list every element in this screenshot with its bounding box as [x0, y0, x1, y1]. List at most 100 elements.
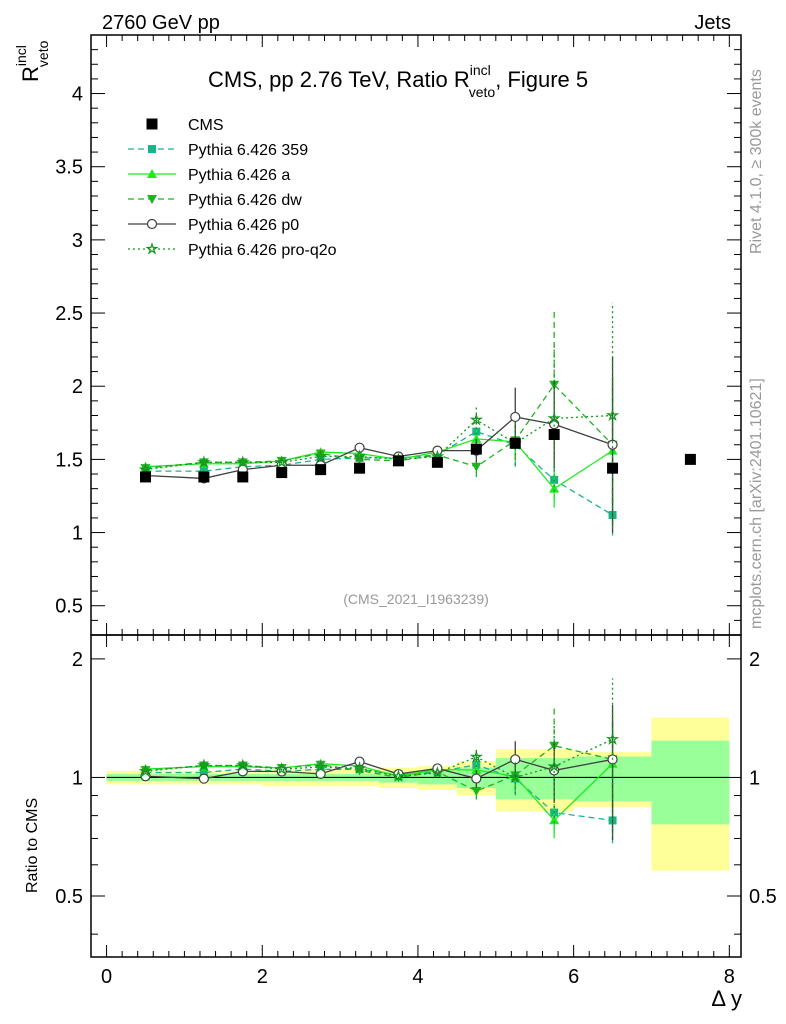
- ratio-point-pq2o: [138, 764, 153, 778]
- legend-marker-cms: [146, 118, 158, 130]
- legend-label-pq2o: Pythia 6.426 pro-q2o: [188, 242, 337, 259]
- data-point-cms: [354, 462, 366, 474]
- data-point-pq2o: [313, 449, 328, 463]
- plot-title: CMS, pp 2.76 TeV, Ratio Rincl veto, Figur…: [208, 62, 588, 100]
- data-point-pp0: [510, 411, 521, 423]
- y-axis-label-main-base: R: [18, 66, 43, 82]
- ratio-line-pq2o: [145, 738, 613, 779]
- series-line-pp0: [145, 416, 613, 480]
- ratio-point-pa: [549, 815, 560, 825]
- data-point-cms: [684, 453, 696, 465]
- legend-marker-pq2o: [145, 241, 159, 255]
- data-point-cms: [470, 443, 482, 455]
- plot-title-sup: incl: [470, 62, 491, 78]
- legend-label-pdw: Pythia 6.426 dw: [188, 192, 302, 209]
- ratio-point-pp0: [237, 766, 248, 777]
- data-point-pq2o: [352, 449, 367, 463]
- data-point-pq2o: [275, 455, 289, 469]
- data-point-cms: [548, 429, 560, 441]
- ratio-point-pq2o: [235, 758, 250, 772]
- legend-label-pp0: Pythia 6.426 p0: [188, 217, 299, 234]
- series-line-pdw: [145, 383, 614, 469]
- y-axis-label-main-sup: incl: [13, 45, 29, 66]
- series-line-pa: [145, 438, 613, 490]
- series-line-p359: [145, 430, 613, 516]
- x-tick-label: 8: [724, 966, 735, 988]
- data-point-cms: [315, 464, 327, 476]
- ratio-point-pq2o: [547, 759, 561, 773]
- ratio-point-pdw: [471, 787, 482, 797]
- ratio-point-pp0: [471, 773, 482, 784]
- y-tick-label: 0.5: [55, 596, 83, 618]
- ratio-frame: [90, 634, 742, 958]
- plot-title-sub: veto: [469, 84, 496, 100]
- data-point-pq2o: [547, 411, 561, 425]
- data-point-cms: [431, 456, 443, 468]
- legend-label-pa: Pythia 6.426 a: [188, 167, 290, 184]
- data-point-pp0: [607, 439, 618, 450]
- ratio-point-pq2o: [313, 759, 328, 773]
- legend-label-p359: Pythia 6.426 359: [188, 142, 308, 159]
- mcplots-label: mcplots.cern.ch [arXiv:2401.10621]: [748, 378, 765, 629]
- data-point-cms: [237, 471, 249, 483]
- ratio-line-pp0: [145, 758, 613, 780]
- legend-label-cms: CMS: [188, 117, 224, 134]
- legend-marker-p359: [148, 145, 156, 153]
- ratio-point-pq2o: [391, 769, 406, 783]
- data-point-pa: [549, 483, 560, 493]
- y-axis-label-main: Rincl veto: [13, 40, 51, 82]
- y-axis-label-main-sub: veto: [35, 40, 51, 67]
- data-point-pq2o: [235, 455, 250, 469]
- x-tick-label: 4: [412, 966, 423, 988]
- ratio-band-inner: [651, 740, 730, 825]
- y-tick-label: 3: [72, 230, 83, 252]
- data-point-pa: [471, 433, 482, 443]
- x-tick-label: 6: [568, 966, 579, 988]
- y-tick-label: 3.5: [55, 157, 83, 179]
- ratio-point-pq2o: [508, 770, 522, 784]
- ratio-y-tick-label: 0.5: [749, 886, 777, 908]
- ratio-point-pq2o: [197, 758, 211, 772]
- y-tick-label: 4: [72, 84, 83, 106]
- ratio-line-pa: [145, 763, 614, 822]
- series-line-pq2o: [145, 414, 613, 471]
- legend-marker-pp0: [146, 218, 158, 230]
- y-axis-label-ratio: Ratio to CMS: [24, 798, 41, 893]
- ratio-point-pa: [471, 764, 482, 774]
- ratio-y-tick-label: 1: [749, 767, 760, 789]
- x-axis-label: Δ y: [711, 986, 742, 1011]
- data-point-cms: [139, 471, 151, 483]
- ratio-point-pq2o: [469, 749, 484, 763]
- ratio-y-tick-label: 1: [72, 767, 83, 789]
- data-point-cms: [392, 455, 404, 467]
- y-tick-label: 1.5: [55, 449, 83, 471]
- data-point-cms: [607, 462, 619, 474]
- ratio-y-tick-label: 0.5: [55, 886, 83, 908]
- data-point-pq2o: [138, 462, 153, 476]
- data-point-cms: [198, 471, 210, 483]
- y-tick-label: 2.5: [55, 303, 83, 325]
- main-panel: 0.5 1 1.5 2 2.5 3 3.5 4: [55, 34, 742, 636]
- plot-title-tail: , Figure 5: [495, 67, 588, 92]
- data-point-pdw: [471, 462, 482, 472]
- x-tick-label: 2: [257, 966, 268, 988]
- legend-marker-pa: [147, 169, 157, 178]
- ratio-y-tick-label: 2: [72, 649, 83, 671]
- x-tick-label: 0: [101, 966, 112, 988]
- data-point-p359: [199, 467, 208, 476]
- data-point-pq2o: [605, 408, 620, 422]
- analysis-id: (CMS_2021_I1963239): [343, 591, 489, 607]
- plot-title-main: CMS, pp 2.76 TeV, Ratio R: [208, 67, 470, 92]
- legend-marker-pdw: [147, 195, 157, 204]
- ratio-point-pp0: [198, 773, 209, 784]
- y-tick-label: 1: [72, 523, 83, 545]
- legend: CMS Pythia 6.426 359 Pythia 6.426 a Pythia …: [128, 117, 337, 259]
- ratio-y-tick-label: 2: [749, 649, 760, 671]
- data-point-pq2o: [197, 455, 211, 469]
- ratio-point-pq2o: [275, 762, 289, 775]
- data-point-pq2o: [469, 412, 484, 426]
- ratio-point-pq2o: [605, 732, 620, 745]
- data-point-cms: [509, 437, 521, 449]
- ratio-point-p359: [199, 768, 208, 777]
